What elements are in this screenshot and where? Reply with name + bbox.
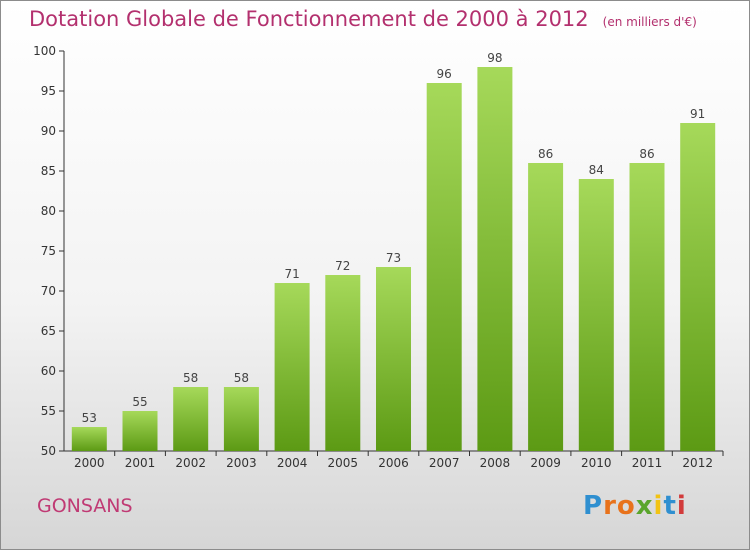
x-tick-label: 2005: [328, 456, 359, 470]
bar-value-label: 86: [538, 147, 553, 161]
y-tick-label: 65: [41, 324, 56, 338]
bar-value-label: 53: [82, 411, 97, 425]
x-tick-label: 2002: [175, 456, 206, 470]
x-tick-label: 2001: [125, 456, 156, 470]
bar: [629, 163, 665, 451]
bar: [274, 283, 310, 451]
y-tick-label: 70: [41, 284, 56, 298]
bar: [680, 123, 716, 451]
bar: [426, 83, 462, 451]
x-tick-label: 2010: [581, 456, 612, 470]
bar-value-label: 86: [639, 147, 654, 161]
logo-letter: t: [663, 491, 677, 521]
bar-value-label: 84: [589, 163, 604, 177]
bar: [376, 267, 411, 451]
bar: [71, 427, 107, 451]
bar-value-label: 73: [386, 251, 401, 265]
x-tick-label: 2008: [480, 456, 511, 470]
bar: [173, 387, 209, 451]
logo-letter: i: [653, 491, 664, 521]
bar-value-label: 58: [183, 371, 198, 385]
bars: 53 55 58 58 71 72 73 96 98 86 84 86 91: [71, 51, 716, 451]
bar-value-label: 91: [690, 107, 705, 121]
bar: [122, 411, 158, 451]
title-row: Dotation Globale de Fonctionnement de 20…: [29, 7, 697, 31]
bar: [477, 67, 513, 451]
bar-value-label: 58: [234, 371, 249, 385]
x-tick-label: 2000: [74, 456, 105, 470]
y-tick-label: 85: [41, 164, 56, 178]
bar-value-label: 72: [335, 259, 350, 273]
logo-letter: o: [616, 491, 636, 521]
proxiti-logo: Proxiti: [583, 491, 687, 521]
y-tick-label: 50: [41, 444, 56, 458]
y-tick-label: 95: [41, 84, 56, 98]
chart-title: Dotation Globale de Fonctionnement de 20…: [29, 7, 589, 31]
y-tick-label: 100: [33, 44, 56, 58]
axes: 50 55 60 65 70 75 80 85 90 95 100 2000 2001 2002 2003 2…: [33, 44, 724, 470]
bar-value-label: 98: [487, 51, 502, 65]
bar-value-label: 71: [284, 267, 299, 281]
bar-value-label: 55: [132, 395, 147, 409]
x-tick-label: 2003: [226, 456, 257, 470]
y-tick-label: 90: [41, 124, 56, 138]
y-tick-label: 75: [41, 244, 56, 258]
bar: [528, 163, 564, 451]
chart-subtitle: (en milliers d'€): [602, 15, 697, 29]
commune-name: GONSANS: [37, 495, 133, 517]
logo-letter: x: [635, 491, 654, 521]
logo-letter: r: [603, 491, 617, 521]
x-tick-label: 2007: [429, 456, 460, 470]
x-tick-label: 2009: [530, 456, 561, 470]
bar: [325, 275, 361, 451]
logo-letter: P: [583, 491, 604, 521]
bar-value-label: 96: [437, 67, 452, 81]
x-tick-label: 2011: [632, 456, 663, 470]
y-tick-label: 60: [41, 364, 56, 378]
y-tick-label: 55: [41, 404, 56, 418]
x-tick-label: 2012: [682, 456, 713, 470]
logo-letter: i: [676, 491, 687, 521]
bar: [578, 179, 614, 451]
x-tick-label: 2004: [277, 456, 308, 470]
bar: [223, 387, 259, 451]
x-tick-label: 2006: [378, 456, 409, 470]
y-tick-label: 80: [41, 204, 56, 218]
